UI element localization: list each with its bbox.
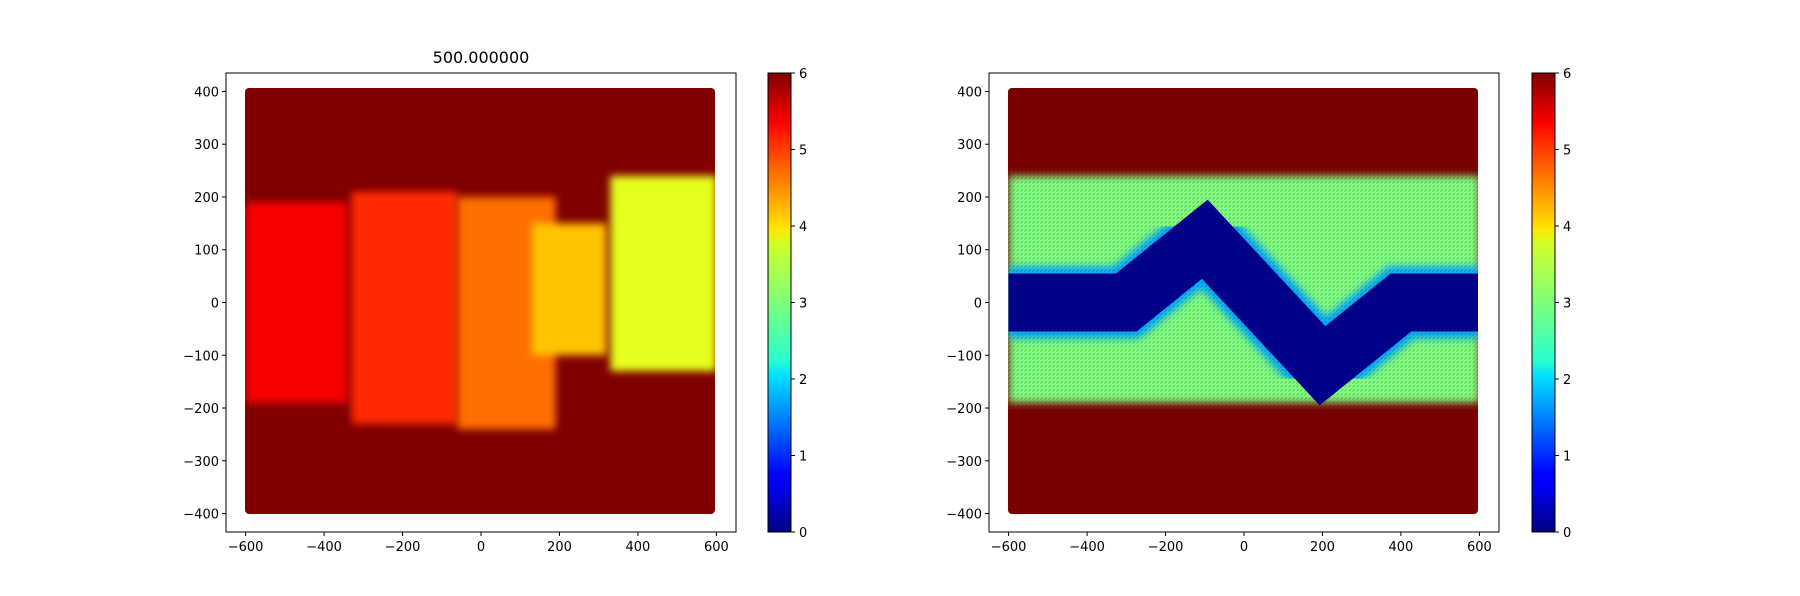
right-colorbar: 0 1 2 3 4 5 6: [1531, 67, 1571, 541]
right-quiver-overlay: [1008, 88, 1478, 514]
r-colorbar-tick-label: 6: [1563, 67, 1571, 82]
l-region-4: [610, 175, 715, 372]
l-ytick-label: 200: [194, 191, 219, 206]
left-x-ticks: −600 −400 −200 0 200 400 600: [228, 532, 729, 555]
l-ytick-label: −400: [183, 508, 219, 523]
l-ytick-label: −300: [183, 455, 219, 470]
r-ytick-label: 100: [957, 244, 982, 259]
l-xtick-label: 0: [477, 540, 485, 555]
r-ytick-label: −400: [946, 508, 982, 523]
r-ytick-label: 200: [957, 191, 982, 206]
l-region-3: [532, 223, 607, 356]
l-ytick-label: −100: [183, 349, 219, 364]
right-x-ticks: −600 −400 −200 0 200 400 600: [991, 532, 1492, 555]
l-colorbar-tick-label: 0: [799, 526, 807, 541]
right-panel: −600 −400 −200 0 200 400 600 −400−300−200−1000…: [946, 67, 1571, 555]
left-heatmap: [245, 88, 715, 514]
l-colorbar-tick-label: 1: [799, 450, 807, 465]
l-colorbar-tick-label: 2: [799, 373, 807, 388]
l-ytick-label: 400: [194, 85, 219, 100]
right-colorbar-ticks: 0 1 2 3 4 5 6: [1555, 67, 1571, 541]
l-xtick-label: −400: [306, 540, 342, 555]
r-ytick-label: 400: [957, 85, 982, 100]
r-colorbar-tick-label: 5: [1563, 144, 1571, 159]
left-colorbar: 0 1 2 3 4 5 6: [767, 67, 807, 541]
l-region-1: [351, 191, 458, 424]
right-heatmap: [1008, 88, 1478, 514]
left-y-ticks: −400 −300 −200 −100 0 100 200 300 400: [183, 85, 226, 523]
r-colorbar-tick-label: 2: [1563, 373, 1571, 388]
r-colorbar-tick-label: 4: [1563, 220, 1571, 235]
left-colorbar-ticks: 0 1 2 3 4 5 6: [791, 67, 807, 541]
l-xtick-label: 400: [626, 540, 651, 555]
l-xtick-label: −600: [228, 540, 264, 555]
l-colorbar-tick-label: 6: [799, 67, 807, 82]
r-xtick-label: 0: [1240, 540, 1248, 555]
r-colorbar-tick-label: 0: [1563, 526, 1571, 541]
l-xtick-label: −200: [385, 540, 421, 555]
r-ytick-label: 0: [974, 297, 982, 312]
l-ytick-label: 300: [194, 138, 219, 153]
r-colorbar-tick-label: 1: [1563, 450, 1571, 465]
left-panel: 500.000000 −600 −400 −200 0 200 400 600 −400−3…: [183, 48, 807, 555]
l-colorbar-tick-label: 3: [799, 297, 807, 312]
l-xtick-label: 200: [547, 540, 572, 555]
l-region-0: [245, 202, 348, 403]
right-colorbar-gradient: [1531, 72, 1556, 533]
r-xtick-label: 200: [1310, 540, 1335, 555]
r-ytick-label: −300: [946, 455, 982, 470]
right-y-ticks: −400 −300 −200 −100 0 100 200 300 400: [946, 85, 989, 523]
r-ytick-label: −100: [946, 349, 982, 364]
left-regions: [245, 175, 715, 430]
l-ytick-label: −200: [183, 402, 219, 417]
r-ytick-label: −200: [946, 402, 982, 417]
left-colorbar-gradient: [767, 72, 792, 533]
l-ytick-label: 0: [211, 297, 219, 312]
r-xtick-label: −400: [1069, 540, 1105, 555]
r-xtick-label: −600: [991, 540, 1027, 555]
r-xtick-label: 400: [1389, 540, 1414, 555]
l-xtick-label: 600: [704, 540, 729, 555]
r-xtick-label: −200: [1148, 540, 1184, 555]
l-colorbar-tick-label: 4: [799, 220, 807, 235]
l-colorbar-tick-label: 5: [799, 144, 807, 159]
left-title: 500.000000: [433, 48, 530, 67]
l-ytick-label: 100: [194, 244, 219, 259]
r-xtick-label: 600: [1467, 540, 1492, 555]
r-ytick-label: 300: [957, 138, 982, 153]
r-colorbar-tick-label: 3: [1563, 297, 1571, 312]
